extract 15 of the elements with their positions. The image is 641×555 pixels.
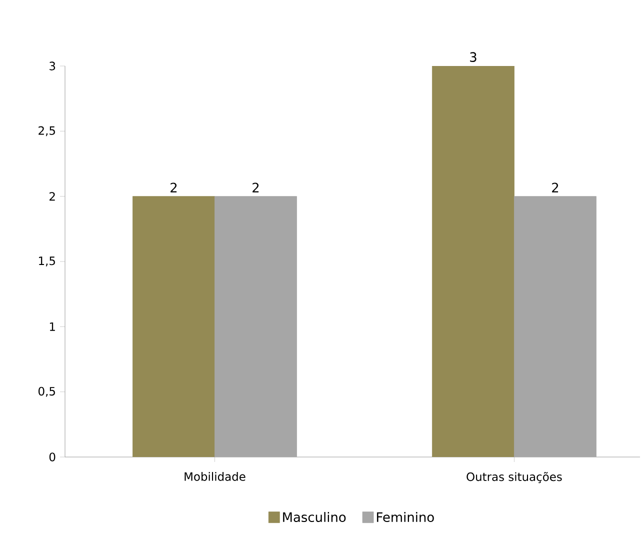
x-tick-label: Mobilidade [184,472,246,481]
y-tick-label: 0,5 [38,386,55,397]
data-label: 2 [552,182,558,192]
y-tick-label: 2 [50,192,55,201]
legend-label: Masculino [283,512,346,522]
y-tick-label: 1 [50,322,55,331]
data-label: 2 [170,182,177,192]
x-tick-label: Outras situações [466,472,562,484]
data-label: 2 [252,182,259,192]
y-tick-label: 3 [50,62,56,70]
y-tick-label: 2,5 [38,126,55,136]
y-tick-label: 1,5 [39,256,55,266]
y-tick-label: 0 [49,452,56,462]
legend-label: Feminino [376,512,434,522]
data-label: 3 [470,52,476,62]
